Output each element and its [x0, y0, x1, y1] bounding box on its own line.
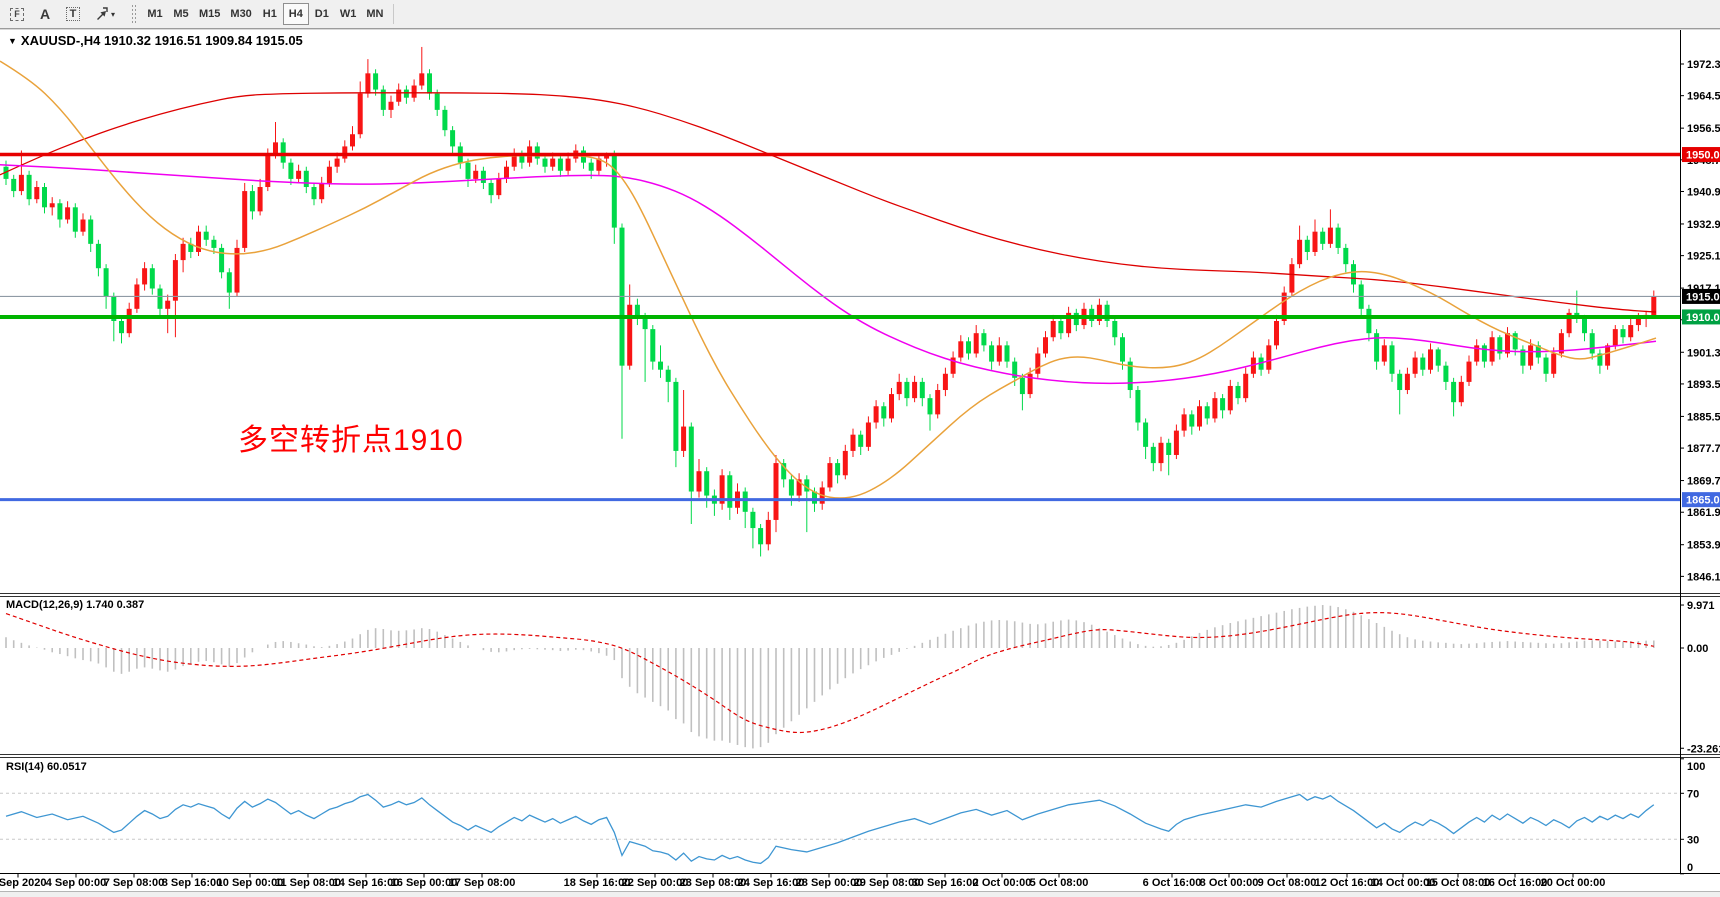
time-axis-label: 23 Sep 08:00: [680, 877, 747, 889]
time-axis-label: 5 Oct 08:00: [1030, 877, 1089, 889]
timeframe-w1-button[interactable]: W1: [335, 3, 362, 25]
time-axis-label: 29 Sep 08:00: [854, 877, 921, 889]
time-axis-label: 7 Sep 08:00: [104, 877, 165, 889]
rsi-scale-label: 100: [1687, 761, 1705, 773]
time-axis-label: 15 Oct 08:00: [1426, 877, 1491, 889]
time-axis-label: 16 Sep 00:00: [391, 877, 458, 889]
price-axis-label: 1964.50: [1687, 91, 1720, 103]
time-axis-label: 10 Sep 00:00: [217, 877, 284, 889]
time-axis-label: 2 Oct 00:00: [973, 877, 1032, 889]
price-axis[interactable]: [1680, 29, 1720, 874]
toolbar-separator: [393, 4, 395, 24]
chart-canvas[interactable]: 1972.301964.501956.501948.701940.901932.…: [0, 29, 1720, 897]
toolbar-grip[interactable]: [131, 4, 136, 24]
time-axis-label: 2 Sep 2020: [0, 877, 46, 889]
label-tool-button[interactable]: A: [32, 3, 58, 25]
timeframe-d1-button[interactable]: D1: [309, 3, 335, 25]
toolbar: F A T ▾ M1 M5 M15 M30 H1 H4 D1 W1 MN: [0, 0, 1720, 29]
price-tag-label: 1910.00: [1686, 312, 1720, 324]
time-axis-label: 6 Oct 16:00: [1143, 877, 1202, 889]
price-tag-1910.00: [1682, 309, 1720, 325]
price-tag-label: 1950.00: [1686, 150, 1720, 162]
time-axis-label: 8 Oct 00:00: [1200, 877, 1259, 889]
price-tag-1865.00: [1682, 492, 1720, 508]
timeframe-h4-button[interactable]: H4: [282, 3, 309, 25]
window-bottom-edge: [0, 891, 1720, 897]
rsi-scale-label: 30: [1687, 834, 1699, 846]
chart-title: ▼ XAUUSD-,H4 1910.32 1916.51 1909.84 1915…: [8, 33, 303, 48]
time-axis-label: 24 Sep 16:00: [738, 877, 805, 889]
time-axis-label: 8 Sep 16:00: [162, 877, 223, 889]
time-axis-label: 30 Sep 16:00: [912, 877, 979, 889]
label-a-icon: A: [39, 6, 51, 22]
price-axis-label: 1972.30: [1687, 59, 1720, 71]
time-axis-label: 11 Sep 08:00: [275, 877, 341, 889]
text-t-icon: T: [65, 7, 81, 21]
price-tag-1915.05: [1682, 288, 1720, 304]
ma-orange-line: [0, 60, 1657, 499]
price-axis-label: 1893.50: [1687, 379, 1720, 391]
timeframe-m1-button[interactable]: M1: [142, 3, 168, 25]
time-axis[interactable]: [0, 874, 1680, 891]
macd-indicator-label: MACD(12,26,9) 1.740 0.387: [6, 599, 145, 611]
price-tag-1950.00: [1682, 147, 1720, 163]
ma-magenta-line: [0, 163, 1657, 385]
arrow-objects-button[interactable]: ▾: [88, 3, 122, 25]
time-axis-label: 22 Sep 00:00: [622, 877, 689, 889]
ma-red-line: [0, 92, 1657, 313]
rsi-scale-label: 0: [1687, 862, 1693, 874]
chevron-down-icon: ▾: [110, 9, 115, 19]
timeframe-m5-button[interactable]: M5: [168, 3, 194, 25]
chart-window[interactable]: 1972.301964.501956.501948.701940.901932.…: [0, 29, 1720, 897]
symbol-dropdown-icon[interactable]: ▼: [8, 36, 17, 46]
text-tool-button[interactable]: T: [60, 3, 86, 25]
candlestick-layer: [3, 46, 1657, 557]
macd-scale-label: 9.971: [1687, 600, 1715, 612]
fibonacci-tool-button[interactable]: F: [4, 3, 30, 25]
price-axis-label: 1853.90: [1687, 540, 1720, 552]
price-axis-label: 1861.90: [1687, 507, 1720, 519]
macd-histogram: [5, 605, 1655, 749]
time-axis-label: 28 Sep 00:00: [796, 877, 863, 889]
macd-signal-line: [5, 612, 1654, 734]
time-axis-label: 16 Oct 16:00: [1483, 877, 1548, 889]
fibonacci-icon: F: [10, 7, 24, 21]
price-axis-label: 1940.90: [1687, 186, 1720, 198]
price-axis-label: 1901.30: [1687, 347, 1720, 359]
timeframe-mn-button[interactable]: MN: [361, 3, 388, 25]
price-axis-label: 1932.90: [1687, 219, 1720, 231]
price-axis-label: 1925.10: [1687, 251, 1720, 263]
time-axis-label: 14 Oct 00:00: [1371, 877, 1436, 889]
time-axis-label: 20 Oct 00:00: [1541, 877, 1606, 889]
time-axis-label: 18 Sep 16:00: [564, 877, 631, 889]
chart-annotation[interactable]: 多空转折点1910: [238, 424, 464, 457]
price-tag-label: 1915.05: [1686, 291, 1720, 303]
arrows-icon: [96, 7, 108, 20]
time-axis-label: 4 Sep 00:00: [46, 877, 107, 889]
price-axis-label: 1869.70: [1687, 476, 1720, 488]
price-axis-label: 1877.70: [1687, 443, 1720, 455]
timeframe-m15-button[interactable]: M15: [194, 3, 225, 25]
rsi-scale-label: 70: [1687, 788, 1699, 800]
price-axis-label: 1846.10: [1687, 571, 1720, 583]
macd-scale-label: -23.261: [1687, 743, 1720, 755]
timeframe-h1-button[interactable]: H1: [257, 3, 283, 25]
price-axis-label: 1885.50: [1687, 411, 1720, 423]
time-axis-label: 17 Sep 08:00: [449, 877, 516, 889]
time-axis-label: 14 Sep 16:00: [333, 877, 400, 889]
rsi-line: [5, 793, 1655, 865]
macd-scale-label: 0.00: [1687, 643, 1708, 655]
time-axis-label: 12 Oct 16:00: [1315, 877, 1380, 889]
time-axis-label: 9 Oct 08:00: [1258, 877, 1317, 889]
rsi-indicator-label: RSI(14) 60.0517: [6, 761, 87, 773]
price-axis-label: 1956.50: [1687, 123, 1720, 135]
chart-title-text: XAUUSD-,H4 1910.32 1916.51 1909.84 1915.…: [20, 33, 303, 48]
price-tag-label: 1865.00: [1686, 495, 1720, 507]
timeframe-m30-button[interactable]: M30: [225, 3, 256, 25]
